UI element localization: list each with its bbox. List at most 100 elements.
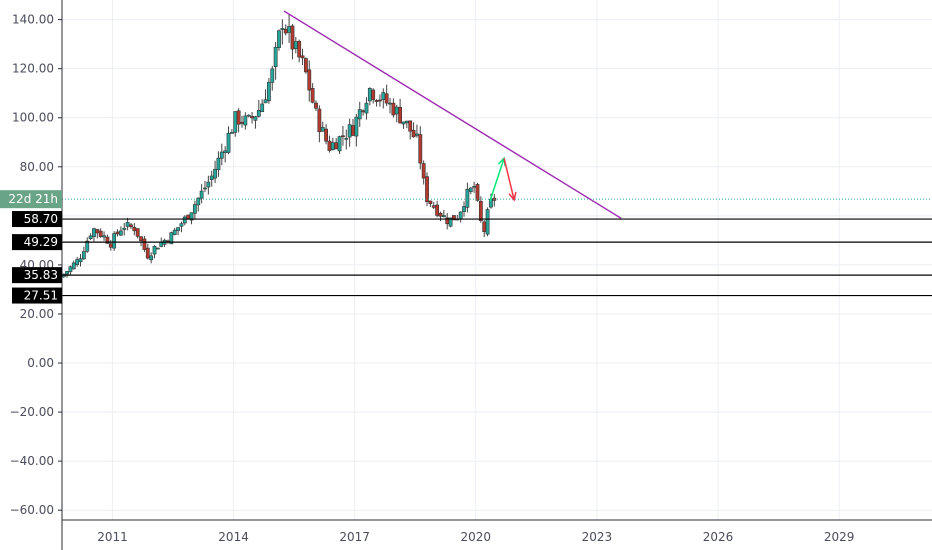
y-tick-label: −40.00 <box>10 454 54 468</box>
candle-body <box>458 211 463 220</box>
candle-body <box>250 116 254 119</box>
level-price-badge <box>12 267 62 284</box>
candle-body <box>122 227 127 230</box>
y-tick-label: −60.00 <box>10 503 54 517</box>
candle-body <box>88 235 93 239</box>
candle-body <box>452 215 456 221</box>
candle-body <box>324 128 328 142</box>
candle-body <box>196 197 201 206</box>
candle-body <box>112 233 117 249</box>
candle-body <box>317 108 322 133</box>
candle-body <box>415 133 419 136</box>
horizontal-levels[interactable] <box>62 198 932 297</box>
candle-body <box>132 226 137 232</box>
candle-body <box>75 259 80 265</box>
level-price-label: 49.29 <box>24 235 58 249</box>
candle-body <box>307 69 312 91</box>
x-tick-label: 2023 <box>582 530 613 544</box>
x-axis-labels: 2011 2014 2017 2020 2023 2026 2029 <box>97 530 854 544</box>
candle-body <box>351 125 355 136</box>
countdown-label: 22d 21h <box>8 192 58 206</box>
candle-body <box>172 229 177 235</box>
candle-body <box>98 230 103 237</box>
level-price-badge <box>12 287 62 304</box>
candle-body <box>219 151 224 159</box>
candle-body <box>435 204 440 216</box>
candle-body <box>229 132 234 134</box>
candle-body <box>394 106 399 115</box>
candle-body <box>341 135 345 138</box>
x-tick-label: 2020 <box>461 530 492 544</box>
candle-body <box>391 102 396 116</box>
candle-body <box>371 89 376 100</box>
candle-body <box>159 241 164 247</box>
candle-body <box>142 238 147 250</box>
y-tick-label: 140.00 <box>12 13 54 27</box>
y-axis-labels: 140.00120.00100.0080.0060.0040.0020.000.… <box>10 13 62 517</box>
candle-body <box>320 127 325 132</box>
level-price-label: 35.83 <box>24 268 58 282</box>
candle-body <box>155 247 160 250</box>
candle-body <box>485 209 490 235</box>
grid-lines <box>62 0 932 520</box>
candle-body <box>438 212 443 217</box>
candle-body <box>189 212 194 221</box>
candle-body <box>203 187 207 190</box>
candle-body <box>354 116 359 137</box>
candle-body <box>300 55 305 59</box>
candle-body <box>260 103 265 112</box>
arrow-up[interactable] <box>489 157 505 202</box>
candle-body <box>145 247 150 259</box>
candles <box>61 14 497 278</box>
candle-body <box>441 215 446 218</box>
candle-body <box>179 223 184 227</box>
candle-body <box>81 251 86 260</box>
candle-body <box>431 205 436 208</box>
candle-body <box>482 221 487 232</box>
candle-body <box>139 236 143 242</box>
candle-body <box>85 240 90 252</box>
candle-body <box>92 228 96 238</box>
x-tick-label: 2026 <box>703 530 734 544</box>
candle-body <box>448 217 453 227</box>
candle-body <box>71 262 76 270</box>
candle-body <box>213 168 217 179</box>
x-tick-label: 2011 <box>97 530 128 544</box>
candle-body <box>468 187 473 192</box>
candle-body <box>478 201 483 221</box>
candle-body <box>293 41 298 49</box>
candle-body <box>408 120 413 132</box>
candle-body <box>176 227 180 231</box>
candle-body <box>243 115 248 126</box>
arrow-down[interactable] <box>503 158 515 201</box>
candle-body <box>465 188 470 208</box>
candle-body <box>129 224 133 228</box>
candle-body <box>401 121 406 125</box>
candle-body <box>108 243 113 248</box>
candle-body <box>206 181 211 188</box>
y-tick-label: 80.00 <box>20 160 54 174</box>
candle-body <box>314 102 318 109</box>
level-price-badge <box>12 234 62 251</box>
candle-body <box>280 28 285 30</box>
candle-body <box>102 235 106 238</box>
candle-body <box>277 30 281 49</box>
trendline[interactable] <box>283 10 622 219</box>
candle-body <box>223 150 228 153</box>
x-tick-label: 2029 <box>824 530 855 544</box>
drawings[interactable] <box>283 10 622 219</box>
arrow-head <box>508 191 517 202</box>
price-badges: 22d 21h 58.70 49.29 35.83 27.51 <box>0 190 62 304</box>
x-tick-label: 2017 <box>339 530 370 544</box>
candle-body <box>384 93 389 104</box>
candle-body <box>364 102 369 114</box>
candle-body <box>297 40 302 58</box>
candle-body <box>182 216 187 224</box>
candle-body <box>462 206 466 212</box>
candle-body <box>135 228 140 237</box>
candle-body <box>334 142 339 150</box>
candle-body <box>209 175 214 180</box>
candle-body <box>95 229 100 234</box>
candle-body <box>192 204 197 214</box>
